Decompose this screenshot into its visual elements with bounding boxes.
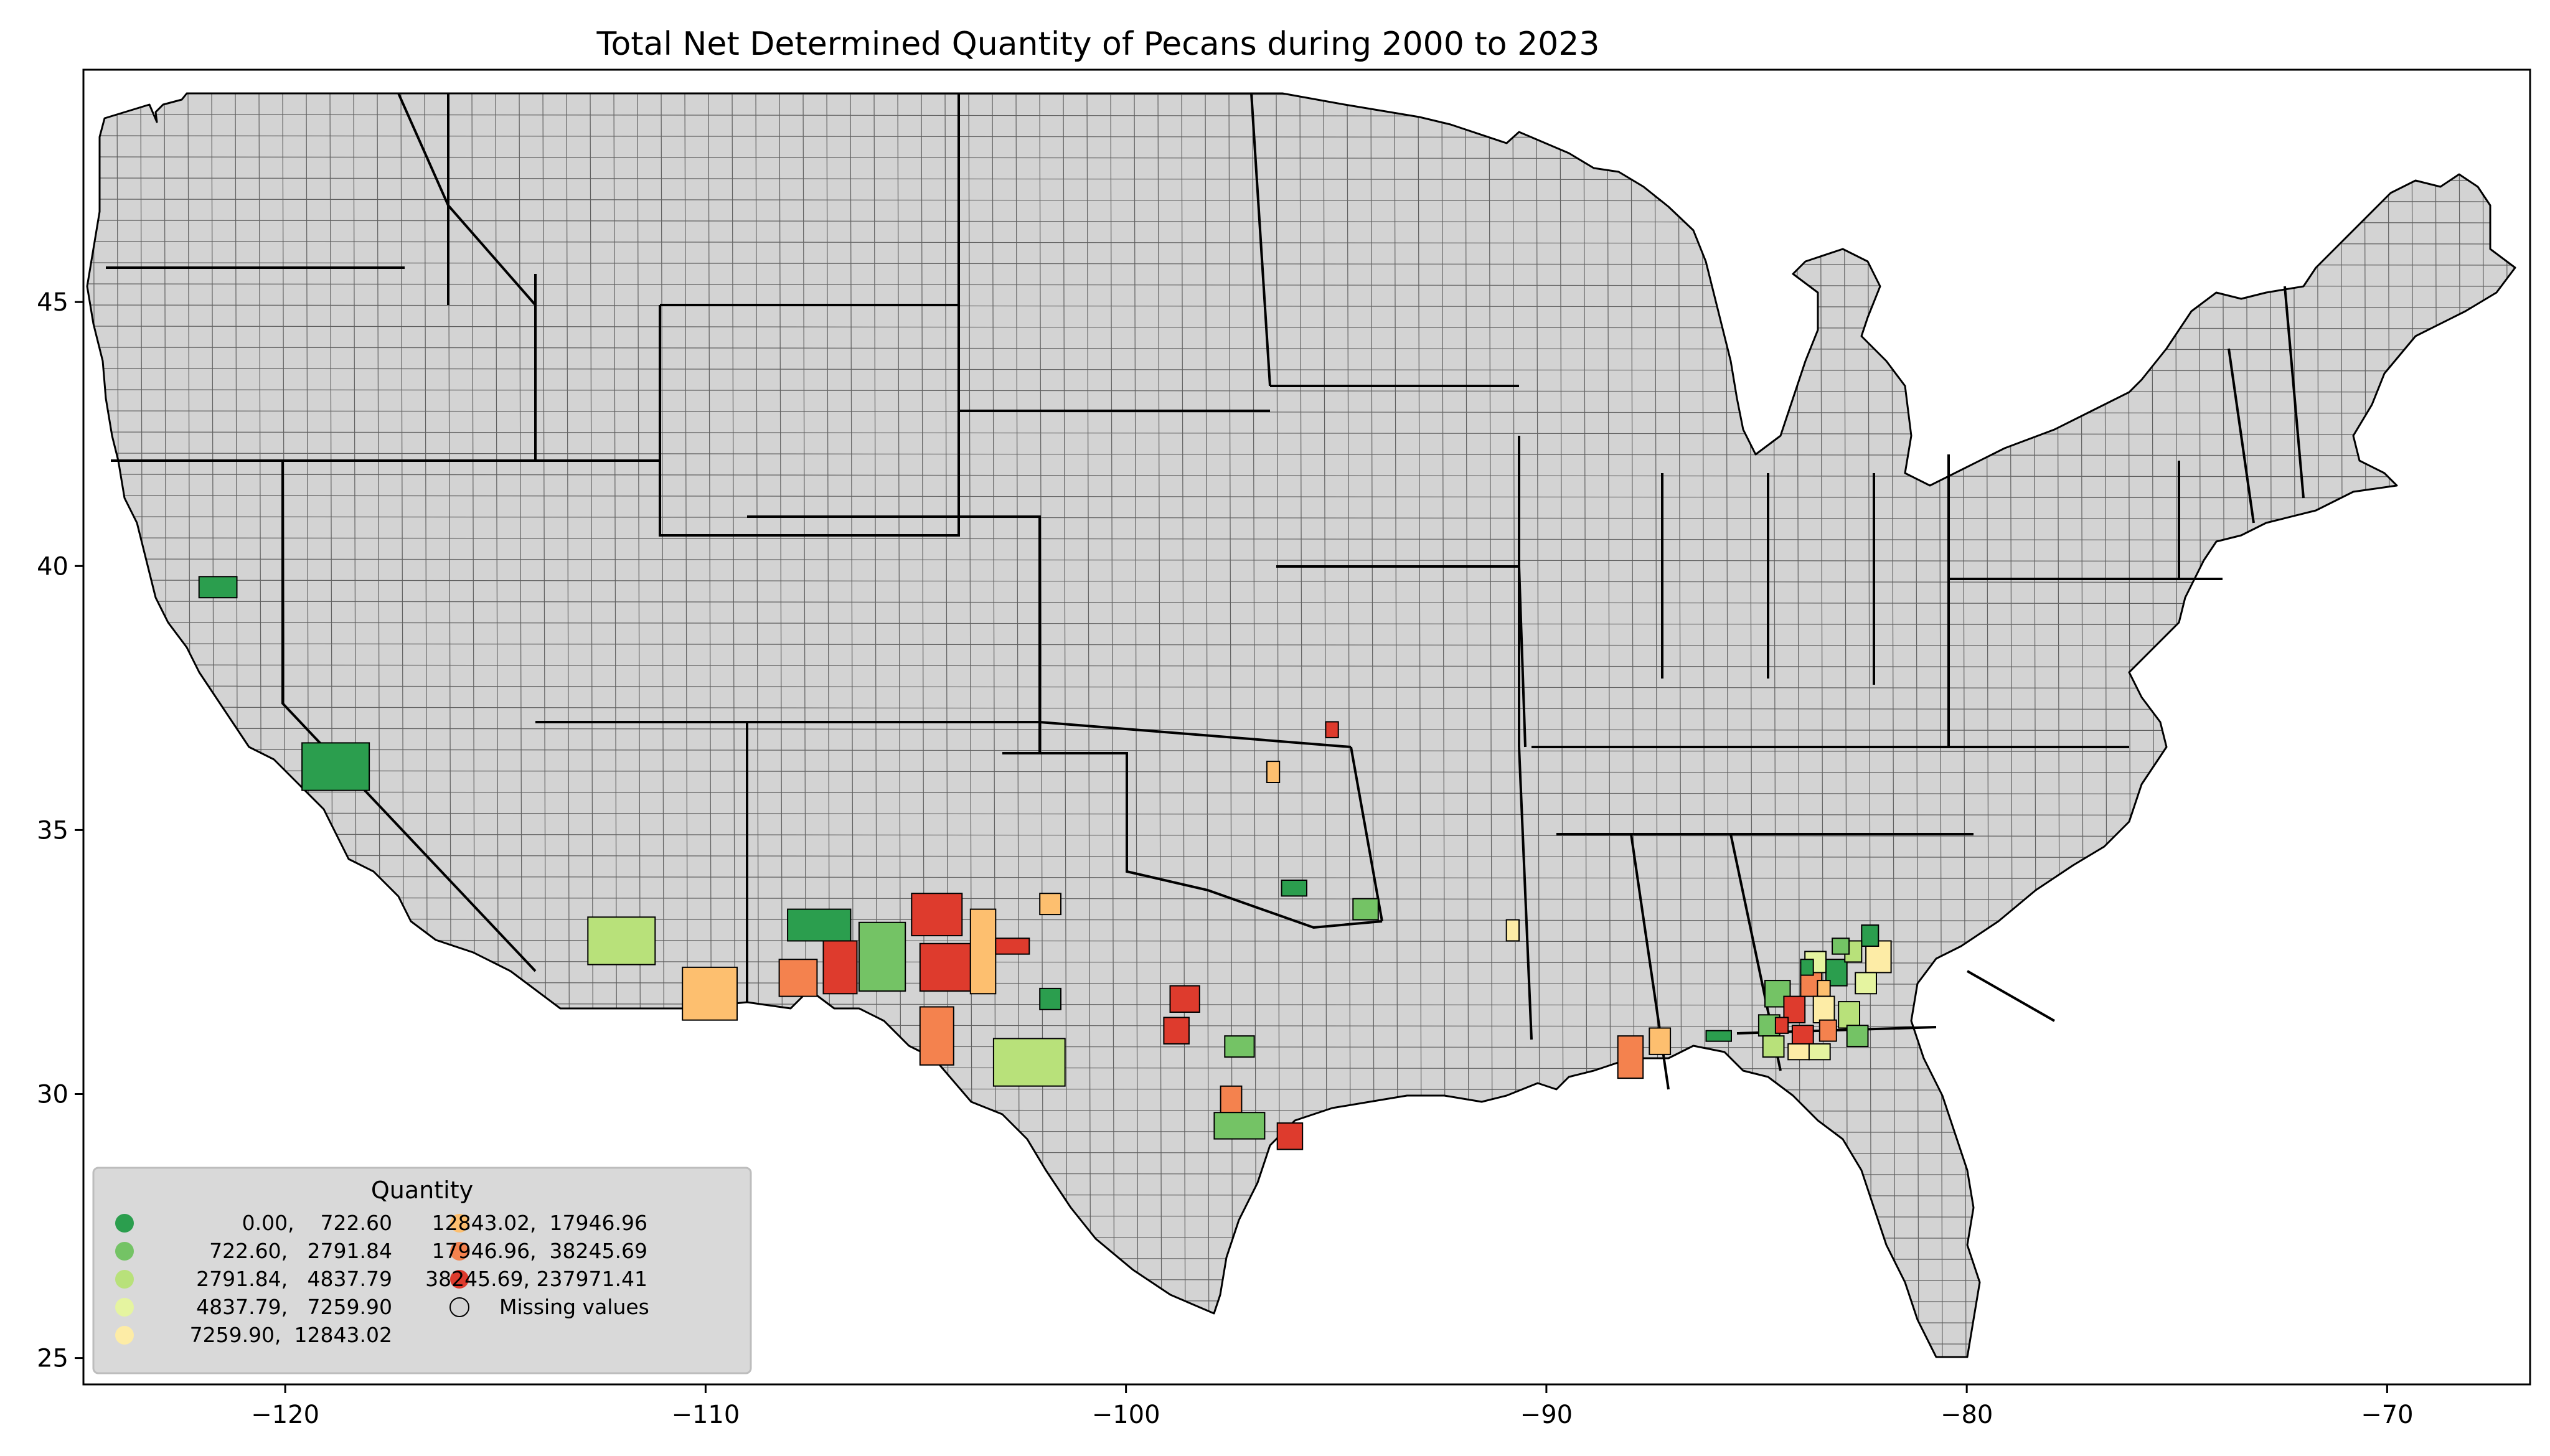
region-laurens-ga bbox=[1832, 937, 1850, 955]
legend-title: Quantity bbox=[371, 1177, 473, 1204]
region-midland-tx bbox=[1039, 987, 1061, 1010]
legend-entries: 0.00, 722.60 722.60, 2791.84 2791.84, 4837… bbox=[115, 1211, 649, 1347]
region-brooks-ga bbox=[1808, 1043, 1831, 1061]
region-wharton-tx bbox=[1276, 1122, 1304, 1150]
legend-marker bbox=[115, 1270, 134, 1289]
y-tick-label: 40 bbox=[37, 552, 68, 581]
region-guadalupe-tx bbox=[1220, 1085, 1243, 1114]
region-lea-nm bbox=[969, 908, 997, 995]
legend-label: 0.00, 722.60 bbox=[242, 1211, 392, 1235]
map-title: Total Net Determined Quantity of Pecans … bbox=[596, 26, 1600, 63]
legend-box bbox=[92, 1167, 752, 1374]
x-tick-label: −90 bbox=[1520, 1401, 1573, 1429]
region-red-river-tx bbox=[1352, 898, 1379, 921]
region-pecos-tx bbox=[992, 1038, 1066, 1087]
region-sutter-area-ca bbox=[198, 576, 238, 599]
region-mills-tx bbox=[1163, 1017, 1190, 1045]
x-tick-label: −100 bbox=[1092, 1401, 1160, 1429]
region-ware-ga bbox=[1846, 1025, 1869, 1048]
region-baldwin-al bbox=[1649, 1027, 1672, 1055]
region-luna-nm bbox=[778, 959, 818, 997]
y-axis: 45 40 35 30 25 bbox=[37, 288, 83, 1373]
legend-marker bbox=[450, 1270, 469, 1289]
legend-label: 7259.90, 12843.02 bbox=[190, 1323, 392, 1347]
x-tick-label: −80 bbox=[1941, 1401, 1993, 1429]
region-tulare-area-ca bbox=[301, 742, 370, 791]
region-mobile-al bbox=[1617, 1035, 1644, 1079]
region-seminole-ga bbox=[1762, 1035, 1785, 1058]
region-sierra-nm bbox=[787, 908, 852, 942]
region-bryan-ok bbox=[1281, 880, 1307, 897]
region-baker-ga bbox=[1774, 1017, 1789, 1034]
region-crisp-ga bbox=[1800, 959, 1814, 976]
region-lubbock-tx bbox=[1039, 893, 1061, 916]
land-layer bbox=[86, 92, 2516, 1358]
region-comanche-tx bbox=[1169, 985, 1200, 1013]
legend-label: 4837.79, 7259.90 bbox=[196, 1295, 392, 1319]
x-axis: −120 −110 −100 −90 −80 −70 bbox=[251, 1384, 2414, 1429]
legend-marker bbox=[450, 1214, 469, 1233]
region-cochise-az bbox=[682, 966, 738, 1021]
state-border-lines bbox=[106, 93, 2305, 1090]
region-gonzales-tx bbox=[1213, 1112, 1266, 1140]
x-tick-label: −70 bbox=[2361, 1401, 2413, 1429]
pecan-regions bbox=[198, 576, 1892, 1150]
y-tick-label: 35 bbox=[37, 816, 68, 845]
legend-marker bbox=[115, 1298, 134, 1317]
legend-marker bbox=[449, 1297, 469, 1317]
legend-marker bbox=[115, 1242, 134, 1261]
region-dona-ana-nm bbox=[822, 940, 858, 995]
region-winkler-tx bbox=[995, 937, 1030, 955]
legend-marker bbox=[115, 1214, 134, 1233]
region-reeves-tx bbox=[919, 1006, 954, 1066]
legend-label: 12843.02, 17946.96 bbox=[432, 1211, 647, 1235]
state-borders bbox=[106, 93, 2305, 1090]
legend-marker bbox=[115, 1326, 134, 1345]
legend-label: 2791.84, 4837.79 bbox=[196, 1267, 392, 1291]
region-screven-ga bbox=[1861, 924, 1880, 947]
x-tick-label: −120 bbox=[251, 1401, 319, 1429]
y-tick-label: 45 bbox=[37, 288, 68, 317]
region-houston-al bbox=[1705, 1030, 1732, 1042]
legend: Quantity 0.00, 722.60 722.60, 2791.84 2791… bbox=[92, 1167, 752, 1374]
legend-label: 38245.69, 237971.41 bbox=[425, 1267, 647, 1291]
region-toombs-ga bbox=[1855, 972, 1877, 995]
region-eddy-nm bbox=[919, 942, 971, 992]
region-labette-ks bbox=[1325, 721, 1339, 738]
region-otero-nm bbox=[858, 921, 906, 992]
region-turner-ga bbox=[1817, 980, 1831, 997]
region-berrien-ga bbox=[1818, 1019, 1837, 1042]
x-tick-label: −110 bbox=[671, 1401, 740, 1429]
region-payne-ok bbox=[1266, 761, 1281, 783]
region-chaves-nm bbox=[911, 893, 963, 937]
region-tift-ga bbox=[1812, 995, 1835, 1023]
region-maricopa-az bbox=[587, 916, 656, 965]
legend-marker bbox=[450, 1242, 469, 1261]
region-coffee-ga bbox=[1838, 1001, 1860, 1029]
y-tick-label: 30 bbox=[37, 1080, 68, 1109]
region-thomas-ga bbox=[1787, 1043, 1810, 1061]
legend-label: Missing values bbox=[499, 1295, 649, 1319]
legend-label: 722.60, 2791.84 bbox=[209, 1239, 392, 1263]
us-land bbox=[86, 92, 2516, 1358]
region-milam-tx bbox=[1224, 1035, 1255, 1058]
region-hinds-ms bbox=[1505, 919, 1520, 942]
legend-label: 17946.96, 38245.69 bbox=[432, 1239, 647, 1263]
y-tick-label: 25 bbox=[37, 1345, 68, 1373]
